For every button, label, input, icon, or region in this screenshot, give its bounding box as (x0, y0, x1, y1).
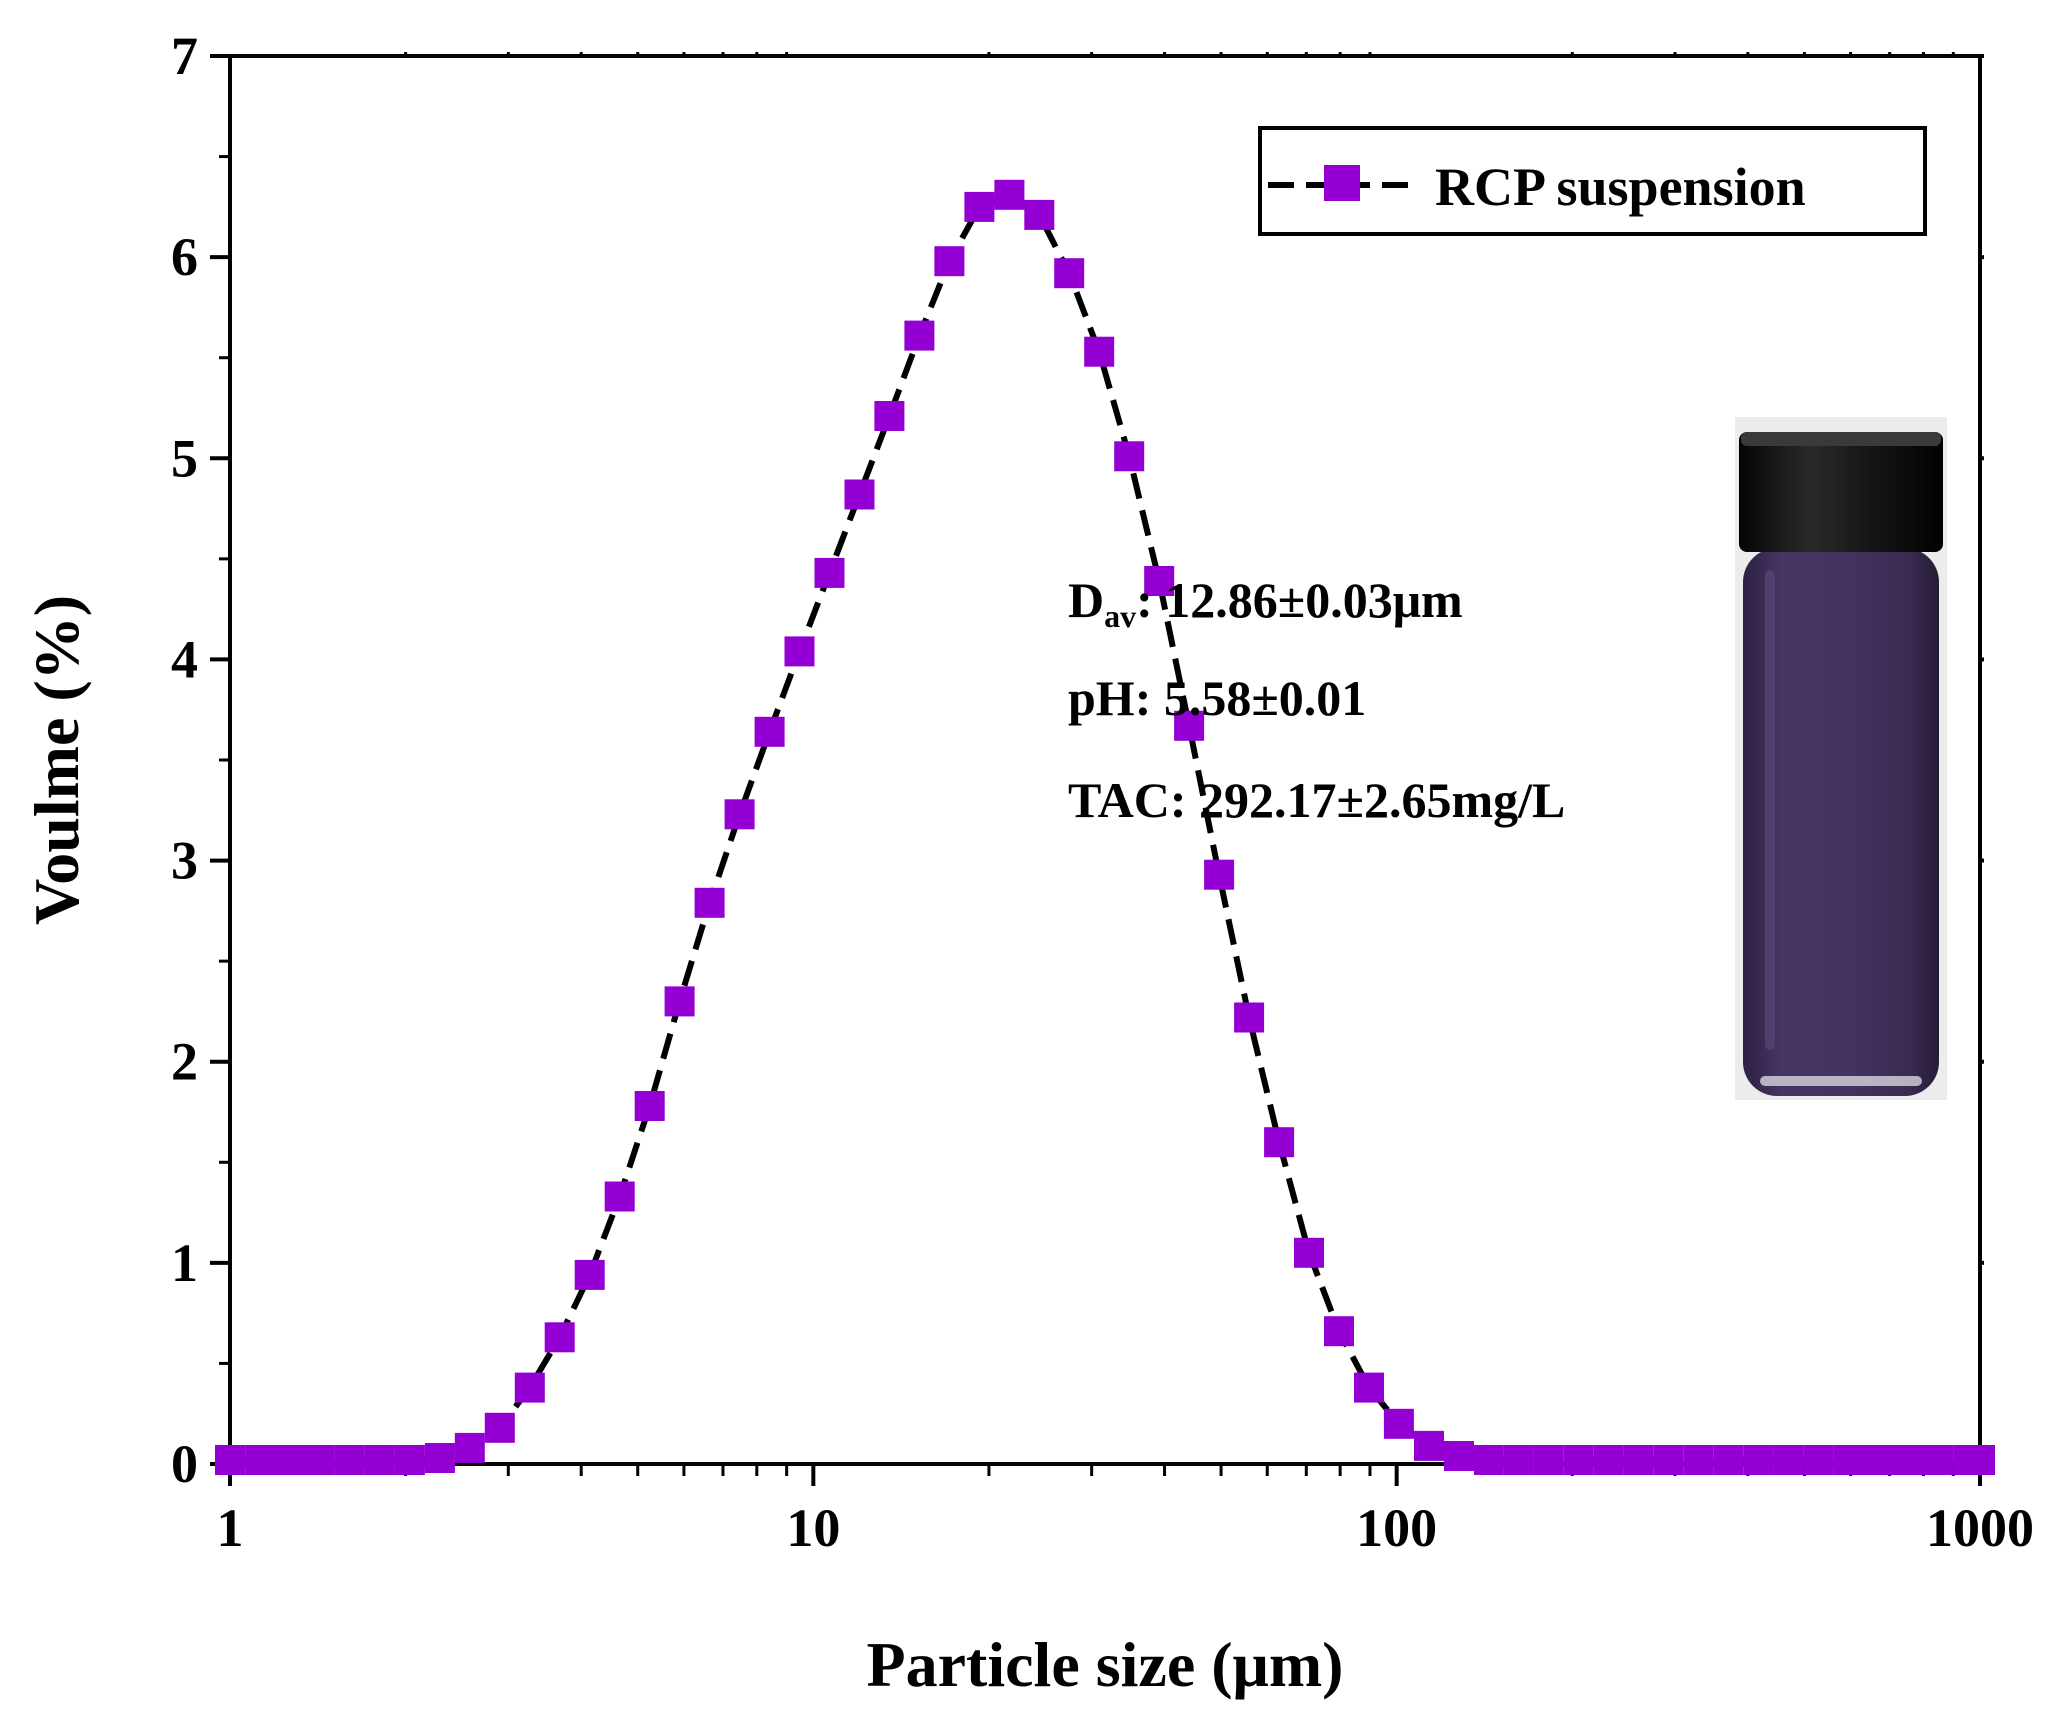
data-point (1863, 1445, 1894, 1475)
data-point (1383, 1408, 1414, 1439)
data-point (364, 1445, 395, 1475)
data-point (1773, 1445, 1804, 1475)
legend: RCP suspension (1258, 126, 1927, 236)
annotation-ph: pH: 5.58±0.01 (1068, 670, 1366, 726)
series-rcp-suspension (215, 179, 1995, 1475)
x-tick-label: 1 (217, 1498, 244, 1558)
plot-frame (228, 54, 1982, 1466)
y-tick-label: 7 (171, 26, 198, 86)
data-point (754, 716, 785, 747)
data-point (1593, 1445, 1624, 1475)
data-point (484, 1412, 515, 1443)
x-axis-tick-labels: 1 10 100 1000 (217, 1498, 2035, 1558)
data-point (844, 479, 875, 510)
data-point (334, 1445, 365, 1475)
data-point (424, 1443, 455, 1473)
data-point (1324, 1316, 1354, 1347)
data-point (1563, 1445, 1594, 1475)
data-point (1473, 1445, 1504, 1475)
x-tick-label: 100 (1356, 1498, 1437, 1558)
y-tick-label: 4 (171, 629, 198, 689)
data-point (454, 1432, 485, 1463)
data-point (934, 246, 965, 277)
data-point (1923, 1445, 1954, 1475)
data-point (694, 887, 725, 918)
y-tick-label: 2 (171, 1032, 198, 1092)
series-markers (215, 179, 1995, 1475)
data-point (1054, 258, 1085, 289)
y-axis-tick-labels: 0 1 2 3 4 5 6 7 (171, 26, 198, 1494)
legend-box (1258, 126, 1927, 236)
data-point (1653, 1445, 1684, 1475)
data-point (394, 1445, 425, 1475)
y-tick-label: 6 (171, 227, 198, 287)
annotation-dav-main: D (1068, 572, 1104, 628)
data-point (574, 1259, 605, 1290)
data-point (1204, 859, 1235, 890)
annotation-tac: TAC: 292.17±2.65mg/L (1068, 772, 1565, 828)
data-point (1294, 1237, 1324, 1268)
data-point (1743, 1445, 1774, 1475)
data-point (1893, 1445, 1924, 1475)
x-tick-label: 10 (786, 1498, 840, 1558)
vial-cap (1739, 432, 1943, 552)
data-point (604, 1181, 635, 1212)
legend-marker (1324, 165, 1360, 201)
x-axis-ticks (228, 52, 1982, 1486)
data-point (1623, 1445, 1654, 1475)
data-point (1174, 710, 1205, 741)
x-axis-title: Particle size (μm) (867, 1629, 1344, 1700)
vial-bottom-reflection (1760, 1076, 1922, 1086)
data-point (275, 1445, 305, 1475)
data-point (1533, 1445, 1564, 1475)
y-tick-label: 3 (171, 831, 198, 891)
data-point (1264, 1127, 1295, 1158)
data-point (245, 1445, 276, 1475)
annotation-dav: Dav: 12.86±0.03μm (1068, 572, 1463, 634)
vial-glass-highlight (1765, 570, 1775, 1050)
y-tick-label: 0 (171, 1434, 198, 1494)
data-point (1234, 1002, 1265, 1033)
data-point (784, 636, 815, 667)
data-point (1144, 566, 1175, 596)
legend-label: RCP suspension (1435, 157, 1806, 217)
data-point (634, 1091, 665, 1121)
data-point (1414, 1430, 1444, 1461)
y-axis-title: Voulme (%) (21, 595, 92, 925)
data-point (1444, 1441, 1474, 1471)
data-point (544, 1322, 575, 1353)
data-point (1803, 1445, 1834, 1475)
vial-cap-top (1741, 432, 1941, 446)
data-point (1084, 336, 1115, 367)
data-point (304, 1445, 335, 1475)
data-point (215, 1445, 245, 1475)
data-point (1024, 199, 1055, 230)
data-point (664, 986, 695, 1017)
data-point (1683, 1445, 1714, 1475)
data-point (1713, 1445, 1744, 1475)
data-point (1503, 1445, 1534, 1475)
x-tick-label: 1000 (1926, 1498, 2034, 1558)
data-point (724, 799, 755, 830)
data-point (1833, 1445, 1864, 1475)
data-point (874, 401, 905, 431)
y-tick-label: 5 (171, 428, 198, 488)
data-point (1965, 1445, 1995, 1475)
data-point (994, 179, 1025, 210)
data-point (1114, 441, 1145, 472)
annotation-dav-sub: av (1104, 598, 1136, 634)
y-tick-label: 1 (171, 1233, 198, 1293)
vial-body (1743, 548, 1939, 1096)
data-point (514, 1372, 545, 1403)
y-axis-ticks (210, 54, 1984, 1466)
data-point (904, 320, 935, 351)
data-point (814, 557, 845, 588)
data-point (964, 191, 995, 222)
annotation-dav-value: : 12.86±0.03μm (1136, 572, 1463, 628)
data-point (1354, 1372, 1384, 1403)
sample-vial-icon (1735, 417, 1947, 1100)
